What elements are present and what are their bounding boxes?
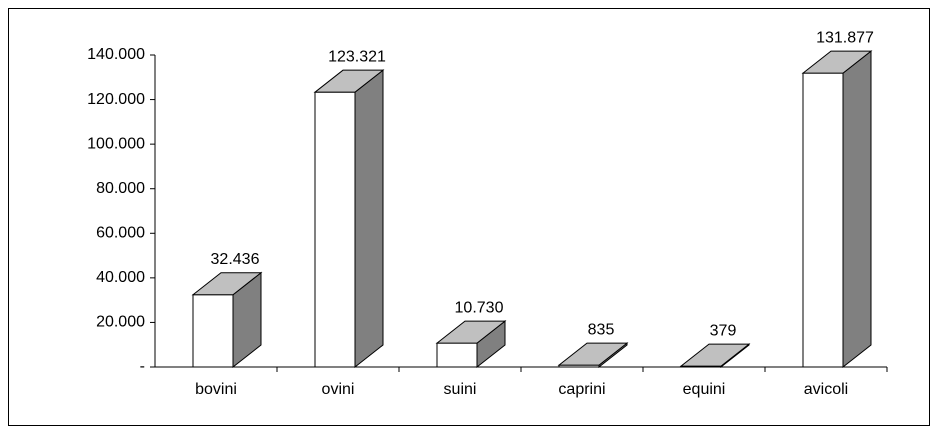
y-tick-label: 20.000	[96, 314, 145, 331]
bar-top	[435, 320, 507, 344]
bar-front	[192, 294, 234, 368]
data-label: 10.730	[455, 299, 504, 316]
bar	[679, 343, 751, 369]
bar-top	[313, 69, 385, 93]
bar-front	[802, 72, 844, 368]
bar-top	[557, 342, 629, 366]
y-tick-label: -	[140, 358, 145, 375]
bar-top	[679, 343, 751, 367]
bar	[435, 320, 507, 369]
data-label: 379	[710, 322, 737, 339]
y-tick-label: 120.000	[87, 91, 145, 108]
bar	[191, 271, 263, 369]
bar-front	[436, 342, 478, 368]
y-tick-label: 40.000	[96, 269, 145, 286]
y-tick-label: 80.000	[96, 180, 145, 197]
y-tick-label: 60.000	[96, 225, 145, 242]
bar-side	[842, 50, 872, 369]
y-tick-label: 100.000	[87, 135, 145, 152]
bar	[313, 69, 385, 369]
bar-top	[801, 50, 873, 74]
bar-side	[354, 69, 384, 369]
data-label: 32.436	[211, 251, 260, 268]
data-label: 835	[588, 321, 615, 338]
data-label: 131.877	[816, 29, 874, 46]
bar	[557, 342, 629, 369]
y-tick-label: 140.000	[87, 46, 145, 63]
x-tick-label: caprini	[558, 381, 605, 398]
data-label: 123.321	[328, 48, 386, 65]
bar-top	[191, 272, 263, 296]
x-tick-label: ovini	[322, 381, 355, 398]
x-tick-label: suini	[444, 381, 477, 398]
bar-front	[314, 91, 356, 368]
x-tick-label: avicoli	[804, 381, 848, 398]
x-tick-label: equini	[683, 381, 726, 398]
x-tick-label: bovini	[195, 381, 237, 398]
bar	[801, 50, 873, 369]
